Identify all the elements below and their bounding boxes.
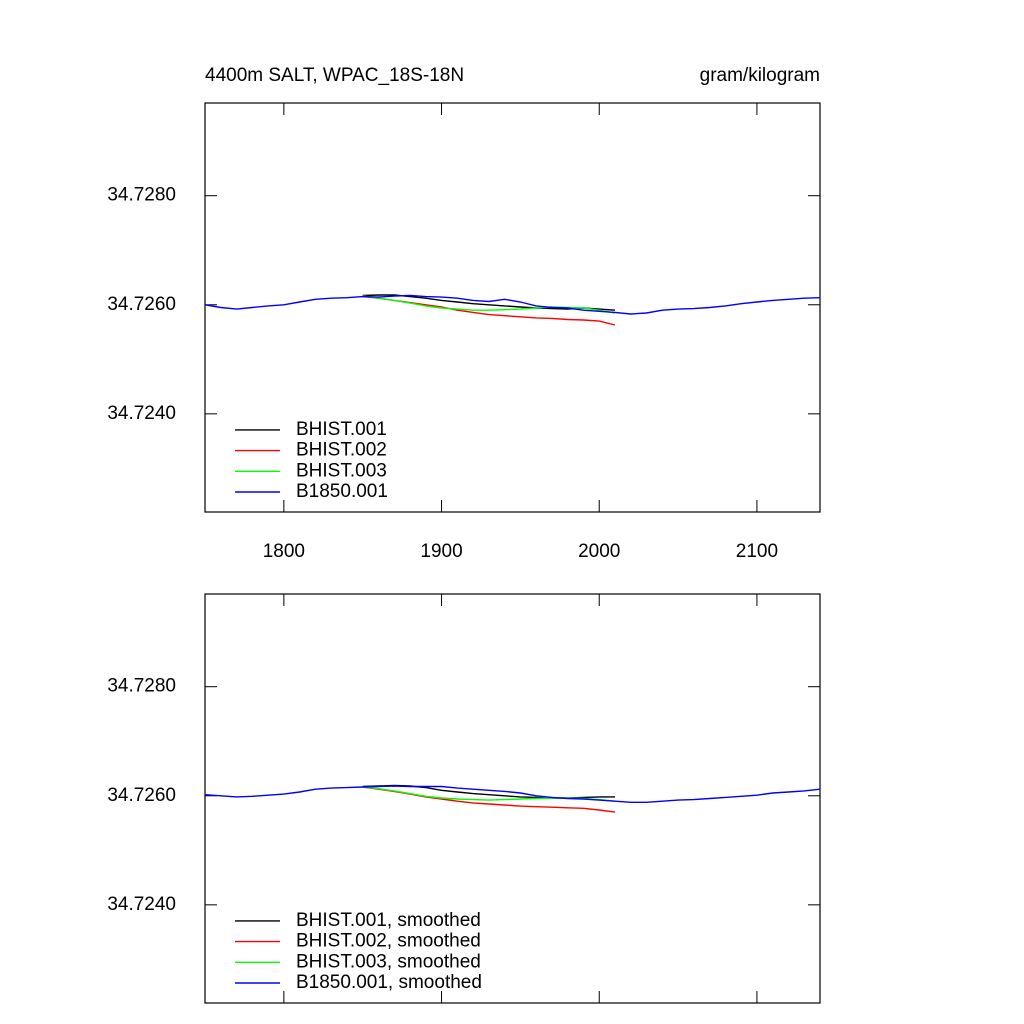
legend-label: BHIST.003, smoothed	[296, 951, 481, 972]
legend-label: B1850.001, smoothed	[296, 972, 482, 993]
plot-frame	[204, 593, 821, 1004]
legend-label: BHIST.002, smoothed	[296, 931, 481, 952]
chart-title: 4400m SALT, WPAC_18S-18N	[205, 65, 464, 86]
y-tick-label: 34.7280	[107, 676, 176, 697]
units-label: gram/kilogram	[700, 65, 820, 86]
legend-label: BHIST.001	[296, 419, 387, 440]
y-tick-label: 34.7260	[107, 785, 176, 806]
plot-frame	[204, 102, 821, 513]
x-tick-label: 1800	[263, 541, 305, 562]
legend-label: BHIST.002	[296, 440, 387, 461]
legend-label: BHIST.001, smoothed	[296, 910, 481, 931]
series-line	[204, 294, 821, 315]
legend-label: BHIST.003	[296, 460, 387, 481]
y-tick-label: 34.7240	[107, 894, 176, 915]
x-tick-label: 2000	[578, 541, 620, 562]
y-tick-label: 34.7280	[107, 185, 176, 206]
x-tick-label: 2100	[736, 541, 778, 562]
series-line	[204, 785, 821, 803]
x-tick-label: 1900	[420, 541, 462, 562]
y-tick-label: 34.7260	[107, 294, 176, 315]
series-line	[362, 295, 616, 314]
legend-label: B1850.001	[296, 481, 388, 502]
y-tick-label: 34.7240	[107, 403, 176, 424]
